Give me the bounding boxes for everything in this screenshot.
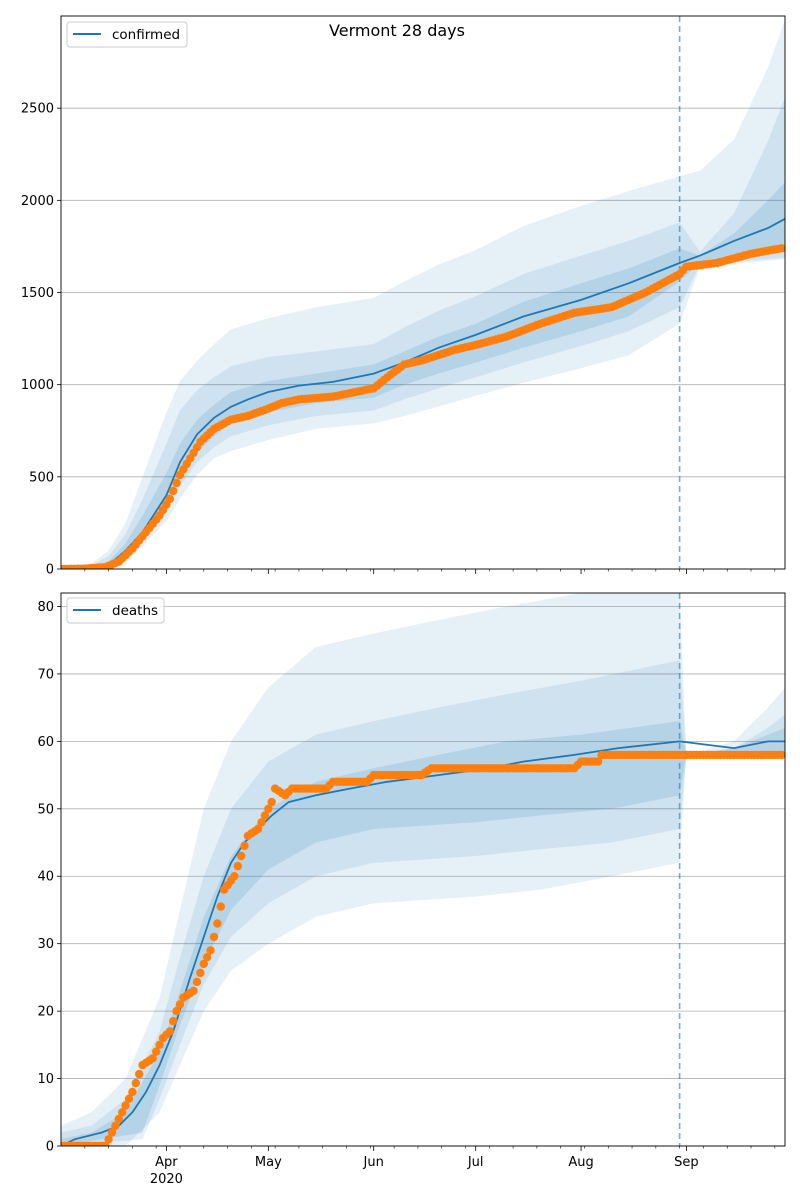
x-tick-sublabel: 2020: [150, 1172, 183, 1187]
observed-point: [240, 841, 249, 851]
observed-point: [777, 244, 785, 253]
y-tick-label: 1000: [21, 378, 54, 393]
confidence-band: [61, 593, 785, 1146]
observed-point: [206, 946, 215, 955]
y-tick-label: 70: [37, 667, 54, 682]
deaths-axes: 0 10 20 30 40 50 60 70 80 Apr 2020 May Jun Jul Aug Sep: [37, 592, 786, 1187]
observed-point: [196, 968, 205, 978]
observed-point: [213, 919, 222, 928]
observed-point: [155, 1040, 164, 1050]
observed-point: [192, 977, 202, 987]
observed-point: [253, 824, 263, 834]
observed-point: [216, 902, 225, 911]
x-tick-label: Apr: [155, 1155, 178, 1170]
plot-frame: [60, 15, 786, 570]
observed-point: [118, 1108, 127, 1117]
y-tick-label: 60: [37, 735, 54, 750]
legend-label-deaths: deaths: [112, 603, 158, 619]
observed-point: [172, 1006, 181, 1016]
confidence-band: [61, 660, 785, 1146]
observed-point: [260, 811, 270, 820]
observed-point: [111, 1121, 120, 1131]
confirmed-legend: confirmed: [66, 21, 188, 48]
chart-title: Vermont 28 days: [329, 21, 465, 40]
observed-point: [203, 953, 212, 962]
observed-point: [237, 851, 246, 861]
x-tick-label: Aug: [568, 1155, 593, 1170]
observed-point: [124, 1094, 134, 1104]
observed-point: [593, 757, 603, 766]
confirmed-axes: 0 500 1000 1500 2000 2500: [21, 15, 786, 578]
legend-box: [66, 597, 165, 624]
y-tick-label: 40: [37, 870, 54, 885]
y-tick-label: 2500: [21, 102, 54, 117]
observed-point: [148, 1054, 157, 1063]
observed-point: [165, 1027, 174, 1036]
observed-point: [104, 1135, 113, 1144]
y-tick-label: 30: [37, 937, 54, 952]
y-tick-label: 2000: [21, 194, 54, 209]
confidence-band: [61, 97, 785, 569]
observed-point: [230, 872, 239, 881]
y-tick-label: 80: [37, 600, 54, 615]
observed-point: [209, 932, 219, 942]
observed-point: [267, 797, 276, 807]
observed-point: [152, 1047, 161, 1056]
observed-point: [777, 750, 785, 760]
legend-box: [66, 21, 188, 48]
deaths-legend: deaths: [66, 597, 165, 624]
y-tick-label: 0: [46, 1140, 54, 1155]
observed-point: [131, 1078, 140, 1088]
confidence-band: [61, 19, 785, 569]
confirmed-panel: 0 500 1000 1500 2000 2500 Vermont 28 days con…: [21, 15, 786, 578]
y-tick-label: 0: [46, 563, 54, 578]
deaths-observed-points: [61, 750, 785, 1146]
plot-frame: [60, 592, 786, 1147]
observed-point: [107, 1128, 117, 1137]
x-tick-label: Jul: [467, 1155, 484, 1170]
observed-point: [189, 986, 198, 996]
y-tick-label: 50: [37, 802, 54, 817]
observed-point: [121, 1101, 130, 1110]
y-tick-label: 1500: [21, 286, 54, 301]
observed-point: [169, 486, 178, 496]
confirmed-uncertainty-bands: [61, 19, 785, 569]
y-tick-label: 10: [37, 1072, 54, 1087]
observed-point: [135, 1069, 144, 1079]
observed-point: [165, 494, 174, 504]
observed-point: [257, 818, 266, 827]
x-tick-label: Sep: [674, 1155, 699, 1170]
x-tick-label: May: [255, 1155, 282, 1170]
observed-point: [128, 1087, 137, 1097]
y-tick-label: 500: [29, 470, 54, 485]
observed-point: [264, 804, 273, 813]
observed-point: [172, 478, 181, 488]
observed-point: [114, 1114, 124, 1124]
y-tick-label: 20: [37, 1005, 54, 1020]
confidence-band: [61, 181, 785, 569]
x-tick-label: Jun: [363, 1155, 384, 1170]
observed-point: [169, 1017, 178, 1026]
observed-point: [175, 1000, 185, 1009]
confirmed-observed-points: [61, 244, 785, 569]
legend-label-confirmed: confirmed: [112, 27, 180, 43]
observed-point: [233, 861, 242, 871]
observed-point: [199, 959, 208, 969]
